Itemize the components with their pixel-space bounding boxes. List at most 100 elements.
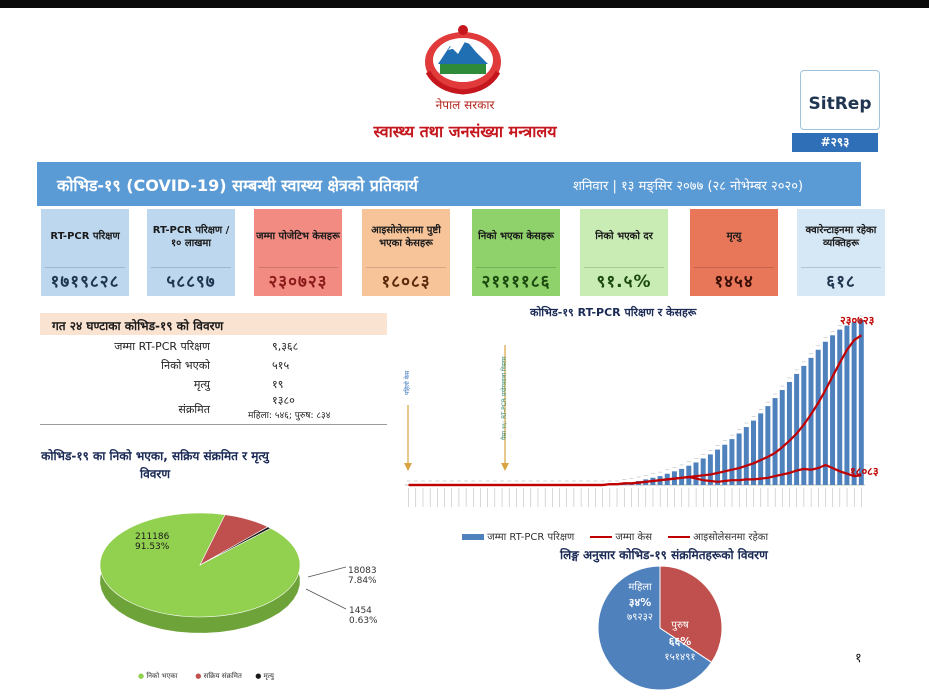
annotation-first-case: पहिलो केस bbox=[403, 370, 411, 395]
legend-line-swatch bbox=[667, 536, 690, 538]
annotation-arrow-head bbox=[501, 463, 509, 471]
pie-leader-line bbox=[305, 588, 347, 610]
bar bbox=[693, 462, 699, 485]
page-number: १ bbox=[855, 651, 862, 666]
bar bbox=[837, 329, 843, 485]
pie-label-deaths-value: 1454 bbox=[349, 606, 372, 616]
trend-legend-item: जम्मा केस bbox=[615, 532, 652, 543]
pie-legend-item: मृत्यु bbox=[263, 672, 274, 680]
bar bbox=[743, 427, 749, 485]
pie-legend-item: सक्रिय संक्रमित bbox=[203, 672, 242, 680]
bar bbox=[707, 454, 713, 485]
gender-label-male-name: पुरुष bbox=[671, 620, 689, 631]
summary-card-label: मृत्यु bbox=[726, 231, 742, 243]
gender-chart-title: लिङ्ग अनुसार कोभिड-१९ संक्रमितहरूको विवर… bbox=[560, 548, 768, 562]
daily-table-header bbox=[40, 313, 387, 335]
gender-slice-male bbox=[597, 565, 713, 691]
bar bbox=[830, 335, 836, 485]
pie-legend: ● निको भएका ● सक्रिय संक्रमित ● मृत्यु bbox=[138, 672, 274, 681]
summary-card: RT-PCR परिक्षण /१० लाखमा ५८८९७ bbox=[147, 209, 235, 296]
bar bbox=[700, 458, 706, 485]
card-divider bbox=[801, 267, 881, 268]
summary-card-value: १४५४ bbox=[714, 272, 754, 292]
daily-table-title: गत २४ घण्टाका कोभिड-१९ को विवरण bbox=[52, 319, 224, 333]
summary-card-label: निको भएका केसहरू bbox=[478, 231, 554, 243]
pie-label-deaths: 1454 0.63% bbox=[349, 606, 378, 626]
bar bbox=[794, 373, 800, 485]
summary-card-label: आइसोलेसनमा पुष्टी भएका केसहरू bbox=[371, 224, 441, 250]
bar bbox=[808, 357, 814, 485]
summary-card: आइसोलेसनमा पुष्टी भएका केसहरू १८०८३ bbox=[362, 209, 450, 296]
pie-label-recovered-pct: 91.53% bbox=[135, 542, 170, 552]
title-banner bbox=[37, 162, 861, 206]
daily-row-value: ९,३६८ bbox=[272, 340, 299, 353]
summary-card-value: २३०७२३ bbox=[268, 272, 328, 292]
bar bbox=[858, 320, 864, 485]
bar bbox=[751, 420, 756, 485]
summary-card-value: ९१.५% bbox=[596, 272, 652, 292]
trend-legend-item: आइसोलेसनमा रहेका bbox=[693, 532, 769, 543]
card-divider bbox=[258, 267, 338, 268]
summary-card-value: २११११८६ bbox=[481, 272, 551, 292]
summary-card-label: निको भएको दर bbox=[595, 231, 653, 243]
bar bbox=[844, 325, 850, 485]
bar bbox=[736, 433, 742, 485]
daily-row-value: १९ bbox=[272, 378, 284, 391]
annotation-arrow-head bbox=[404, 463, 412, 471]
pie-label-recovered: 211186 91.53% bbox=[135, 532, 169, 552]
summary-card: निको भएको दर ९१.५% bbox=[580, 209, 668, 296]
banner-date: शनिवार | १३ मङ्सिर २०७७ (२८ नोभेम्बर २०२… bbox=[573, 179, 804, 194]
bar bbox=[851, 322, 857, 485]
bar bbox=[758, 413, 764, 485]
annotation-lab-expansion: पैसा १६: RT-PCR प्रयोगशाला विस्तार bbox=[500, 356, 508, 440]
legend-bar-swatch bbox=[462, 534, 484, 540]
summary-card-value: १७१९८२८ bbox=[50, 272, 120, 292]
bar bbox=[772, 398, 778, 485]
total-cases-end-label: २३०७२३ bbox=[840, 315, 875, 327]
gender-slice-female bbox=[659, 565, 723, 664]
bar bbox=[822, 341, 828, 485]
gender-label-male-value: १५१४९१ bbox=[664, 652, 695, 663]
gender-label-female-pct: ३४% bbox=[629, 596, 651, 609]
daily-row-value: ५१५ bbox=[272, 359, 290, 372]
legend-marker-icon: ● bbox=[195, 672, 202, 680]
government-name: नेपाल सरकार bbox=[435, 98, 495, 112]
gender-label-female-value: ७९२३२ bbox=[627, 612, 653, 623]
bar bbox=[729, 439, 735, 485]
isolation-end-label: १८०८३ bbox=[850, 465, 879, 478]
bar bbox=[779, 390, 785, 485]
trend-legend-item: जम्मा RT-PCR परिक्षण bbox=[487, 532, 575, 543]
trend-legend: जम्मा RT-PCR परिक्षण जम्मा केस आइसोलेसनम… bbox=[462, 529, 768, 543]
legend-marker-icon: ● bbox=[138, 672, 145, 680]
card-divider bbox=[151, 267, 231, 268]
trend-chart: पहिलो केस पैसा १६: RT-PCR प्रयोगशाला विस्… bbox=[403, 315, 879, 507]
total-cases-line bbox=[408, 334, 863, 487]
card-divider bbox=[45, 267, 125, 268]
bar bbox=[715, 449, 721, 485]
government-emblem-icon bbox=[425, 25, 501, 95]
summary-card-value: ६१८ bbox=[826, 272, 856, 292]
outcome-pie-chart bbox=[99, 512, 347, 633]
daily-gender-breakdown: महिला: ५४६; पुरुष: ८३४ bbox=[248, 411, 331, 421]
gender-pie-chart: महिला ३४% ७९२३२ पुरुष ६६% १५१४९१ bbox=[597, 565, 723, 691]
summary-card: मृत्यु १४५४ bbox=[690, 209, 778, 296]
pie-label-recovered-value: 211186 bbox=[135, 532, 170, 542]
pie-label-active-pct: 7.84% bbox=[348, 576, 377, 586]
summary-card: जम्मा पोजेटिभ केसहरू २३०७२३ bbox=[254, 209, 342, 296]
bar bbox=[686, 465, 692, 485]
bar bbox=[815, 349, 821, 485]
card-divider bbox=[584, 267, 664, 268]
daily-row-label: निको भएको bbox=[161, 359, 210, 372]
summary-card-label: RT-PCR परिक्षण bbox=[50, 231, 120, 243]
gender-label-male-pct: ६६% bbox=[669, 635, 691, 648]
top-border bbox=[0, 0, 929, 8]
summary-card-value: १८०८३ bbox=[381, 272, 431, 292]
pie-label-active-value: 18083 bbox=[348, 566, 377, 576]
trend-chart-title: कोभिड-१९ RT-PCR परिक्षण र केसहरू bbox=[530, 306, 697, 319]
pie-legend-item: निको भएका bbox=[146, 672, 178, 680]
pie-slice bbox=[199, 526, 272, 566]
bar bbox=[786, 381, 792, 485]
sitrep-label: SitRep bbox=[808, 94, 872, 114]
summary-card-value: ५८८९७ bbox=[166, 272, 216, 292]
card-divider bbox=[476, 267, 556, 268]
